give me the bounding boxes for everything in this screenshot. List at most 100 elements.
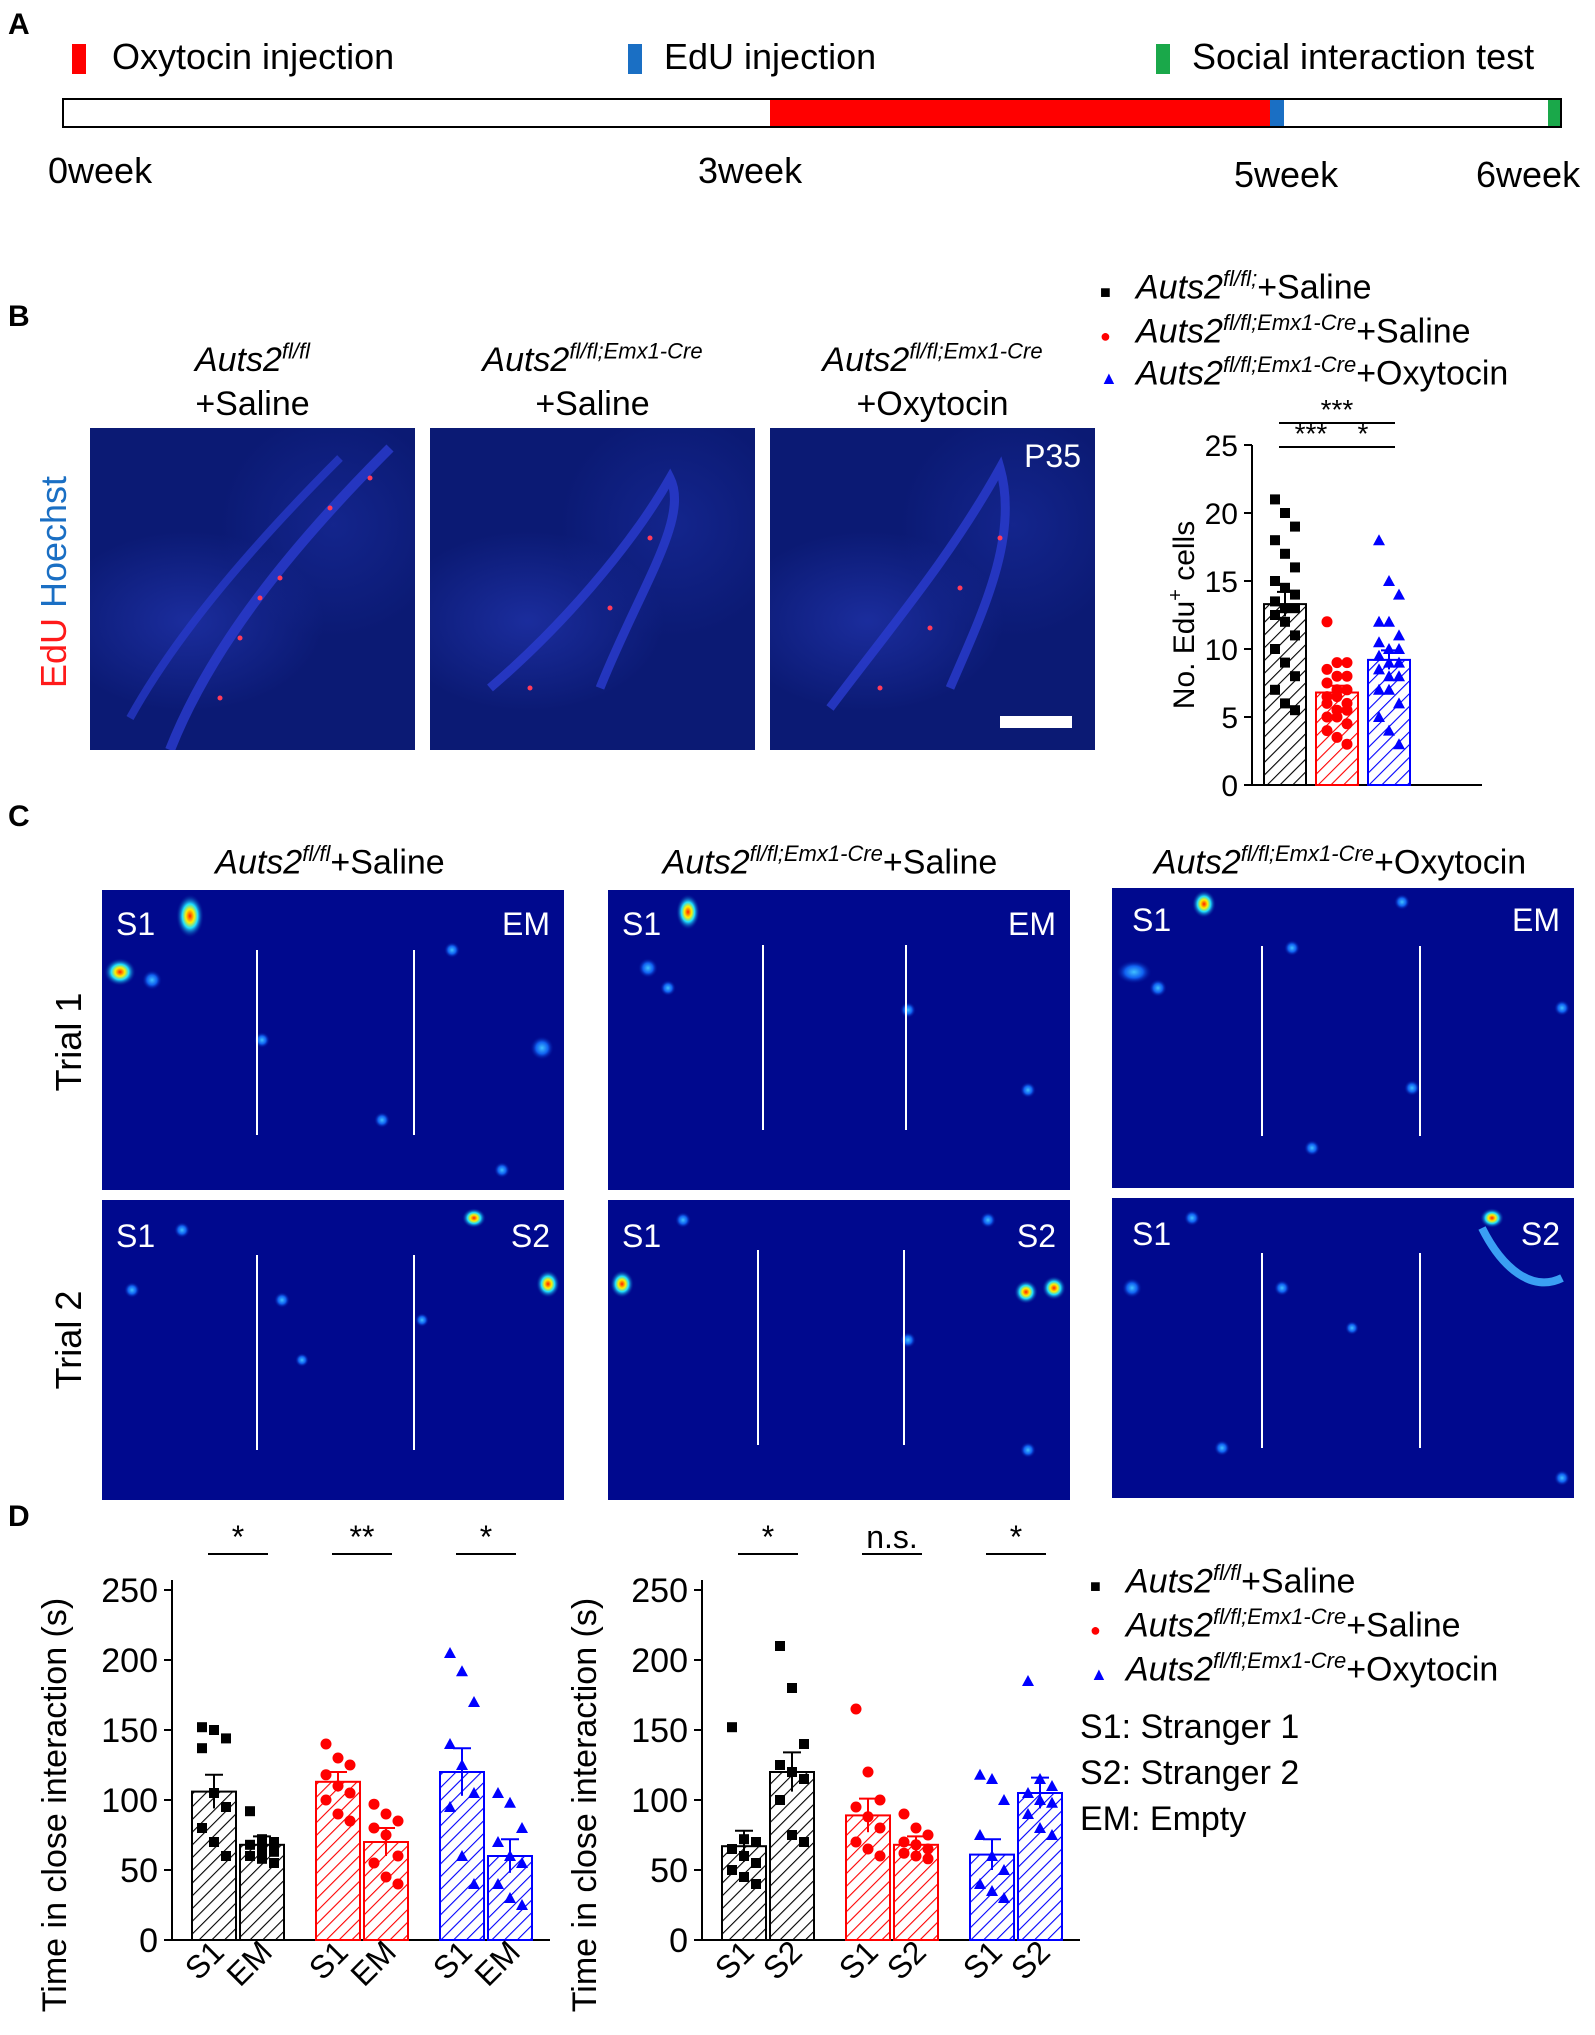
s2-label: S2 xyxy=(1520,1216,1560,1252)
y-tick-label: 0 xyxy=(669,1922,688,1960)
data-point xyxy=(320,1794,332,1806)
x-tick-label: EM xyxy=(344,1933,403,1992)
data-point xyxy=(1290,589,1300,600)
data-point xyxy=(898,1847,910,1859)
data-point xyxy=(1270,644,1280,654)
data-point xyxy=(1393,588,1405,600)
data-point xyxy=(320,1769,332,1781)
x-tick-label: EM xyxy=(220,1933,279,1992)
data-point xyxy=(1280,616,1290,627)
data-point xyxy=(332,1780,344,1792)
micro-title-3: Auts2fl/fl;Emx1-Cre +Oxytocin xyxy=(822,339,1043,424)
bar xyxy=(487,1855,533,1941)
data-point xyxy=(468,1878,480,1889)
data-point xyxy=(922,1829,934,1841)
data-point xyxy=(898,1836,910,1848)
key-s2: S2: Stranger 2 xyxy=(1080,1754,1300,1792)
data-point xyxy=(1280,698,1290,709)
data-point xyxy=(1022,1675,1034,1686)
data-point xyxy=(380,1808,392,1820)
data-point xyxy=(1270,576,1280,586)
data-point xyxy=(974,1878,986,1889)
significance-label: *** xyxy=(1295,418,1328,449)
data-point xyxy=(862,1843,874,1855)
data-point xyxy=(910,1822,922,1834)
x-tick-label: S1 xyxy=(426,1933,479,1986)
data-point xyxy=(727,1722,737,1733)
x-tick-label: S2 xyxy=(1004,1933,1057,1986)
y-axis-label: No. Edu+ cells xyxy=(1165,521,1201,709)
y-axis-label: Time in close interaction (s) xyxy=(566,1598,604,2012)
data-point xyxy=(1373,615,1385,627)
data-point xyxy=(456,1759,468,1770)
data-point xyxy=(221,1733,231,1744)
data-point xyxy=(1331,731,1343,743)
data-point xyxy=(269,1858,279,1868)
data-point xyxy=(344,1759,356,1771)
data-point xyxy=(910,1839,922,1851)
data-point xyxy=(1393,738,1405,750)
heatmap-trial1-g2: S1 EM xyxy=(608,890,1070,1190)
data-point xyxy=(1270,535,1280,546)
data-point xyxy=(1383,683,1395,695)
significance-label: * xyxy=(1358,418,1369,449)
significance-label: * xyxy=(1010,1519,1022,1555)
data-point xyxy=(775,1760,785,1770)
y-tick-label: 10 xyxy=(1205,634,1238,667)
data-point xyxy=(787,1830,797,1840)
data-point xyxy=(1022,1787,1034,1798)
data-point xyxy=(1321,697,1333,709)
tick-5week: 5week xyxy=(1234,154,1339,195)
data-point xyxy=(1280,657,1290,668)
em-label: EM xyxy=(1008,906,1056,942)
y-tick-label: 25 xyxy=(1205,430,1238,463)
panel-letter-a: A xyxy=(8,8,30,41)
legend-b-item-2: ● Auts2fl/fl;Emx1-Cre+Saline xyxy=(1100,310,1471,351)
data-point xyxy=(799,1774,809,1784)
data-point xyxy=(492,1878,504,1889)
data-point xyxy=(1280,603,1290,614)
x-tick-label: S1 xyxy=(708,1933,761,1986)
y-tick-label: 50 xyxy=(120,1852,158,1890)
data-point xyxy=(368,1857,380,1869)
data-point xyxy=(986,1885,998,1896)
data-point xyxy=(492,1836,504,1847)
legend-b-item-1: ■ Auts2fl/fl;+Saline xyxy=(1100,266,1372,307)
y-tick-label: 200 xyxy=(631,1642,688,1680)
data-point xyxy=(727,1865,737,1875)
x-tick-label: EM xyxy=(468,1933,527,1992)
data-point xyxy=(1022,1808,1034,1819)
data-point xyxy=(1046,1829,1058,1840)
data-point xyxy=(197,1823,207,1833)
data-point xyxy=(197,1743,207,1754)
data-point xyxy=(1046,1796,1058,1808)
panel-letter-b: B xyxy=(8,300,30,333)
data-point xyxy=(998,1864,1010,1875)
data-point xyxy=(257,1834,267,1845)
data-point xyxy=(787,1767,797,1777)
data-point xyxy=(986,1773,998,1784)
data-point xyxy=(1383,670,1395,682)
stain-label: EdU Hoechst xyxy=(33,475,74,689)
data-point xyxy=(1280,582,1290,593)
s1-label: S1 xyxy=(116,906,156,942)
data-point xyxy=(332,1752,344,1764)
data-point xyxy=(898,1808,910,1820)
significance-label: * xyxy=(232,1519,244,1555)
data-point xyxy=(221,1851,231,1861)
data-point xyxy=(998,1794,1010,1805)
data-point xyxy=(1341,684,1353,696)
data-point xyxy=(392,1850,404,1862)
data-point xyxy=(444,1647,456,1658)
data-point xyxy=(1393,629,1405,641)
y-tick-label: 200 xyxy=(101,1642,158,1680)
data-point xyxy=(727,1844,737,1854)
data-point xyxy=(910,1850,922,1862)
data-point xyxy=(504,1850,516,1861)
data-point xyxy=(1321,616,1333,628)
heat-title-1: Auts2fl/fl+Saline xyxy=(215,841,445,882)
data-point xyxy=(320,1738,332,1750)
em-label: EM xyxy=(1512,902,1560,938)
data-point xyxy=(1373,683,1385,695)
data-point xyxy=(1373,534,1385,546)
